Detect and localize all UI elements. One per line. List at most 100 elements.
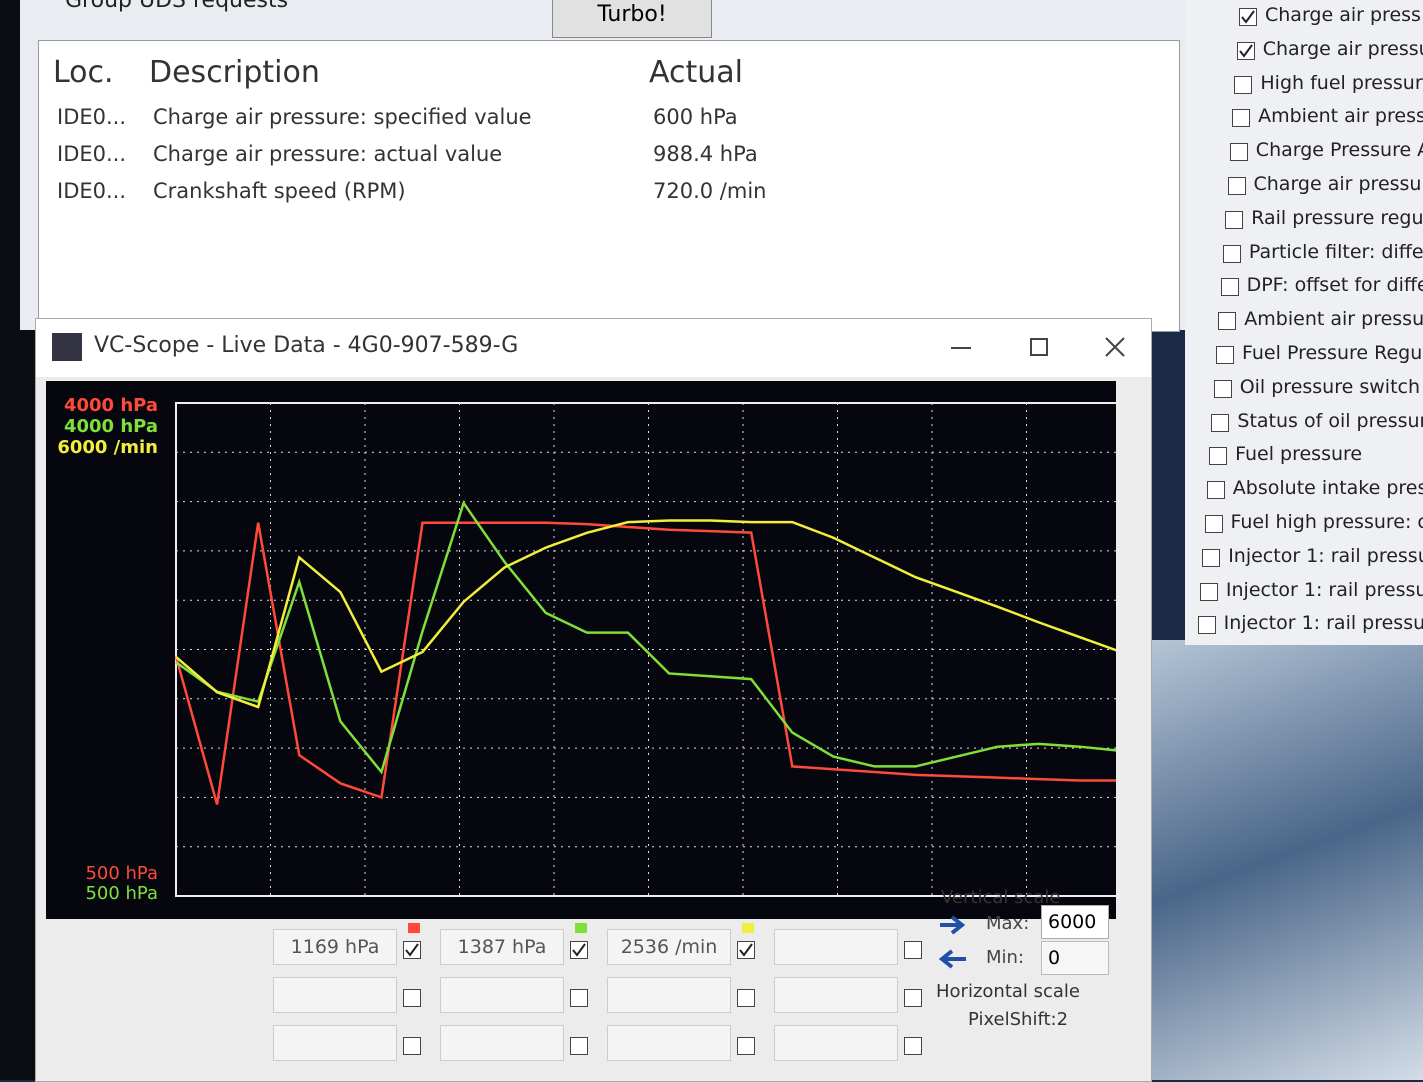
trace-checkbox[interactable] — [904, 1037, 922, 1055]
signal-checkbox[interactable] — [1211, 414, 1229, 432]
table-cell: IDE0... — [57, 179, 126, 203]
signal-checkbox[interactable] — [1225, 211, 1243, 229]
readout-field: 2536 /min — [607, 929, 731, 965]
table-cell: 988.4 hPa — [653, 142, 758, 166]
min-label: Min: — [986, 947, 1024, 968]
trace-checkbox[interactable] — [904, 989, 922, 1007]
checkmark — [1238, 43, 1254, 59]
title-bar: VC-Scope - Live Data - 4G0-907-589-G — [36, 319, 1151, 377]
trace-checkbox[interactable] — [737, 941, 755, 959]
signal-label: Injector 1: rail pressure c — [1226, 579, 1423, 601]
plot-background — [46, 381, 1116, 919]
signal-checkbox[interactable] — [1239, 8, 1257, 26]
signal-label: Fuel pressure — [1235, 443, 1423, 465]
turbo-button[interactable]: Turbo! — [552, 0, 712, 38]
readout-field: 1387 hPa — [440, 929, 564, 965]
arrow-left — [942, 951, 966, 967]
signal-checkbox[interactable] — [1209, 447, 1227, 465]
signal-checkbox[interactable] — [1214, 380, 1232, 398]
arrow-right — [940, 917, 962, 933]
trace-checkbox[interactable] — [570, 941, 588, 959]
signal-checkbox[interactable] — [1200, 583, 1218, 601]
column-header: Description — [149, 55, 320, 90]
check-path — [740, 944, 752, 955]
signal-label: Charge Pressure A — [1256, 139, 1423, 161]
signal-label: Fuel Pressure Regula — [1242, 342, 1423, 364]
trace-checkbox[interactable] — [737, 1037, 755, 1055]
signal-checkbox[interactable] — [1207, 481, 1225, 499]
max-label: Max: — [986, 913, 1029, 934]
table-cell: IDE0... — [57, 105, 126, 129]
signal-label: Ambient air pressure — [1244, 308, 1423, 330]
signal-label: Injector 1: rail pressure ca — [1224, 612, 1423, 634]
readout-field — [774, 1025, 898, 1061]
signal-label: Particle filter: differen — [1249, 241, 1423, 263]
readout-field — [440, 1025, 564, 1061]
trace-checkbox[interactable] — [403, 1037, 421, 1055]
checkmark — [1240, 9, 1256, 25]
readout-field — [774, 929, 898, 965]
trace-checkbox[interactable] — [570, 1037, 588, 1055]
readout-field — [273, 1025, 397, 1061]
check-path — [1240, 45, 1252, 56]
signal-label: Charge air pressur — [1254, 173, 1423, 195]
signal-checkbox[interactable] — [1202, 549, 1220, 567]
signal-checkbox[interactable] — [1218, 312, 1236, 330]
signal-label: Charge air pressu — [1263, 38, 1423, 60]
group-uds-label: Group UDS requests — [65, 0, 288, 13]
check-path — [406, 944, 418, 955]
trace-checkbox[interactable] — [570, 989, 588, 1007]
signal-checkbox[interactable] — [1205, 515, 1223, 533]
signal-label: High fuel pressure — [1260, 72, 1423, 94]
signal-checkbox[interactable] — [1223, 245, 1241, 263]
checkmark — [571, 942, 587, 958]
signal-checkbox[interactable] — [1228, 177, 1246, 195]
window-controls[interactable] — [941, 333, 1141, 363]
column-header: Loc. — [53, 55, 114, 90]
readout-field — [607, 977, 731, 1013]
table-cell: 600 hPa — [653, 105, 738, 129]
readout-field — [440, 977, 564, 1013]
signal-checkbox[interactable] — [1216, 346, 1234, 364]
table-cell: Charge air pressure: specified value — [153, 105, 532, 129]
column-header: Actual — [649, 55, 743, 90]
trace-checkbox[interactable] — [403, 989, 421, 1007]
color-swatch — [575, 923, 587, 933]
signal-checkbox[interactable] — [1230, 143, 1248, 161]
trace-checkbox[interactable] — [403, 941, 421, 959]
signal-checkbox[interactable] — [1221, 278, 1239, 296]
signal-label: Absolute intake pressur — [1233, 477, 1423, 499]
signal-checkbox[interactable] — [1237, 42, 1255, 60]
desktop — [1120, 640, 1423, 1080]
horizontal-mode[interactable]: PixelShift:2 — [968, 1009, 1068, 1030]
max-field[interactable]: 6000 — [1041, 905, 1109, 939]
signal-label: Rail pressure regul — [1251, 207, 1423, 229]
table-cell: IDE0... — [57, 142, 126, 166]
readout-field — [774, 977, 898, 1013]
color-swatch — [408, 923, 420, 933]
signal-label: Oil pressure switch va — [1240, 376, 1423, 398]
readout-field — [273, 977, 397, 1013]
scale-bottom-label: 500 hPa — [85, 863, 158, 884]
scale-bottom-label: 500 hPa — [85, 883, 158, 904]
scope-title: VC-Scope - Live Data - 4G0-907-589-G — [94, 333, 518, 358]
color-swatch — [742, 923, 754, 933]
min-field[interactable]: 0 — [1041, 941, 1109, 975]
main-window: Group UDS requests Turbo! Loc. Descriptio… — [20, 0, 1210, 330]
trace-checkbox[interactable] — [737, 989, 755, 1007]
signal-checkbox[interactable] — [1232, 109, 1250, 127]
scope-window: VC-Scope - Live Data - 4G0-907-589-G 400… — [35, 318, 1152, 1082]
scale-top-label: 4000 hPa — [64, 416, 158, 437]
trace-checkbox[interactable] — [904, 941, 922, 959]
signal-checkbox[interactable] — [1198, 616, 1216, 634]
data-table: Loc. Description Actual IDE0... Charge air p… — [38, 40, 1180, 332]
check-path — [1242, 11, 1254, 22]
signal-label: Injector 1: rail pressure c — [1228, 545, 1423, 567]
table-cell: Charge air pressure: actual value — [153, 142, 502, 166]
signal-checkbox[interactable] — [1234, 76, 1252, 94]
checkmark — [738, 942, 754, 958]
app-icon — [52, 333, 82, 361]
